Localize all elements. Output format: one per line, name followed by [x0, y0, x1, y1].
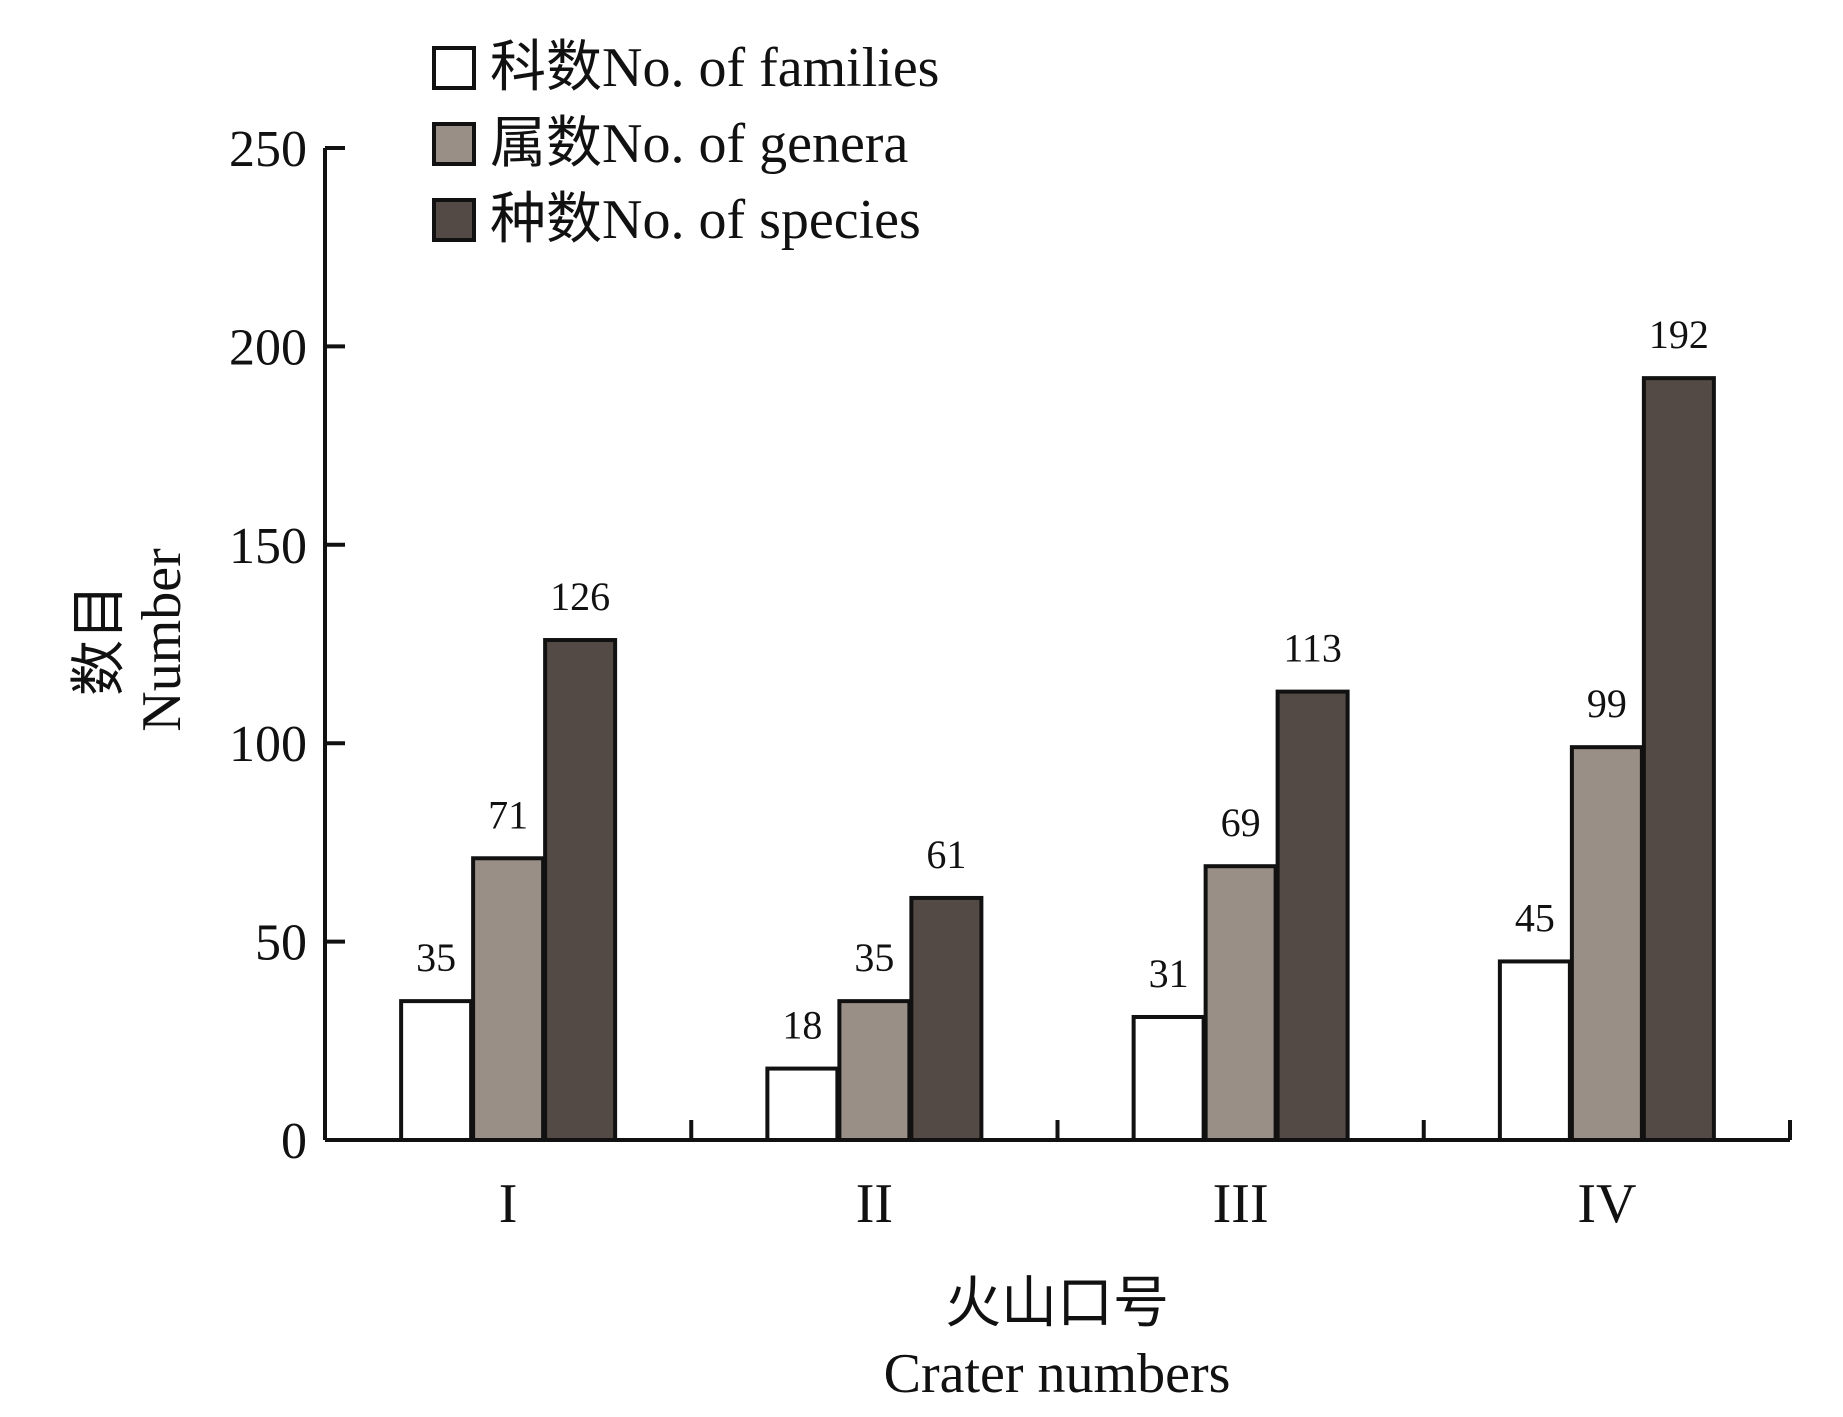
data-label: 35 [416, 935, 456, 980]
x-tick-label: IV [1577, 1173, 1636, 1235]
data-label: 31 [1149, 951, 1189, 996]
data-label: 126 [550, 574, 610, 619]
data-label: 69 [1221, 800, 1261, 845]
legend-label: 种数No. of species [490, 189, 921, 251]
y-axis-title-zh: 数目 [69, 584, 131, 696]
bar-I-3 [543, 638, 618, 1142]
bar-III-1 [1131, 1014, 1206, 1143]
x-tick-label: II [856, 1173, 893, 1235]
y-tick-label: 150 [229, 518, 307, 575]
bar-IV-2 [1569, 745, 1644, 1143]
bar-II-1 [765, 1066, 840, 1143]
bar-II-2 [837, 999, 912, 1142]
legend-swatch [432, 122, 476, 166]
x-axis-title-en: Crater numbers [884, 1343, 1231, 1405]
y-tick-label: 200 [229, 319, 307, 376]
bar-I-1 [399, 999, 474, 1142]
data-label: 61 [926, 832, 966, 877]
bar-IV-3 [1641, 376, 1716, 1143]
x-axis-title-zh: 火山口号 [945, 1273, 1169, 1335]
bar-IV-1 [1497, 959, 1572, 1142]
bars [399, 376, 1716, 1143]
data-label: 18 [782, 1003, 822, 1048]
y-axis: 0 50 100 150 200 250 [229, 121, 345, 1170]
y-tick-label: 0 [281, 1113, 307, 1170]
x-axis: I II III IV [325, 1120, 1792, 1235]
legend: 科数No. of families 属数No. of genera 种数No. of… [432, 37, 939, 251]
y-tick-label: 50 [255, 915, 307, 972]
data-label: 99 [1587, 681, 1627, 726]
bar-III-2 [1203, 864, 1278, 1142]
data-label: 71 [488, 792, 528, 837]
data-label: 192 [1649, 312, 1709, 357]
bar-I-2 [471, 856, 546, 1142]
data-labels: 35 71 126 18 35 61 31 69 113 45 99 192 [416, 312, 1709, 1047]
legend-swatch [432, 46, 476, 90]
bar-II-3 [909, 895, 984, 1143]
x-tick-label: III [1213, 1173, 1269, 1235]
x-tick-label: I [499, 1173, 518, 1235]
legend-swatch [432, 198, 476, 242]
legend-label: 科数No. of families [490, 37, 939, 99]
y-axis-title-en: Number [131, 548, 193, 732]
data-label: 45 [1515, 895, 1555, 940]
data-label: 113 [1283, 626, 1342, 671]
bar-III-3 [1275, 689, 1350, 1143]
legend-label: 属数No. of genera [490, 113, 908, 175]
y-tick-label: 100 [229, 716, 307, 773]
y-tick-label: 250 [229, 121, 307, 178]
data-label: 35 [854, 935, 894, 980]
